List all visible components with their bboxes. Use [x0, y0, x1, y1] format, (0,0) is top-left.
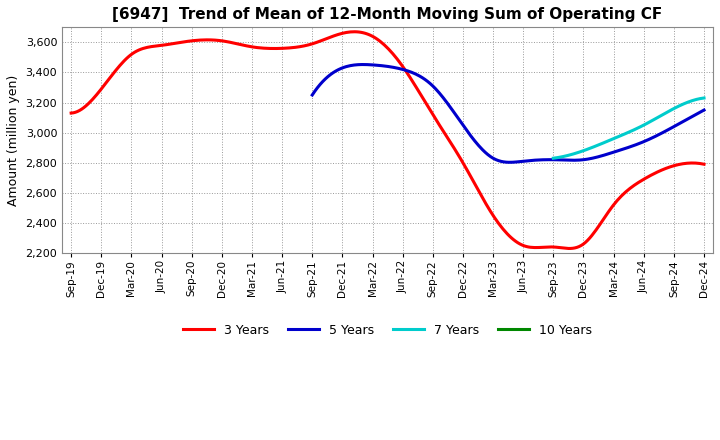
Title: [6947]  Trend of Mean of 12-Month Moving Sum of Operating CF: [6947] Trend of Mean of 12-Month Moving …	[112, 7, 662, 22]
Y-axis label: Amount (million yen): Amount (million yen)	[7, 74, 20, 206]
Legend: 3 Years, 5 Years, 7 Years, 10 Years: 3 Years, 5 Years, 7 Years, 10 Years	[178, 319, 598, 341]
